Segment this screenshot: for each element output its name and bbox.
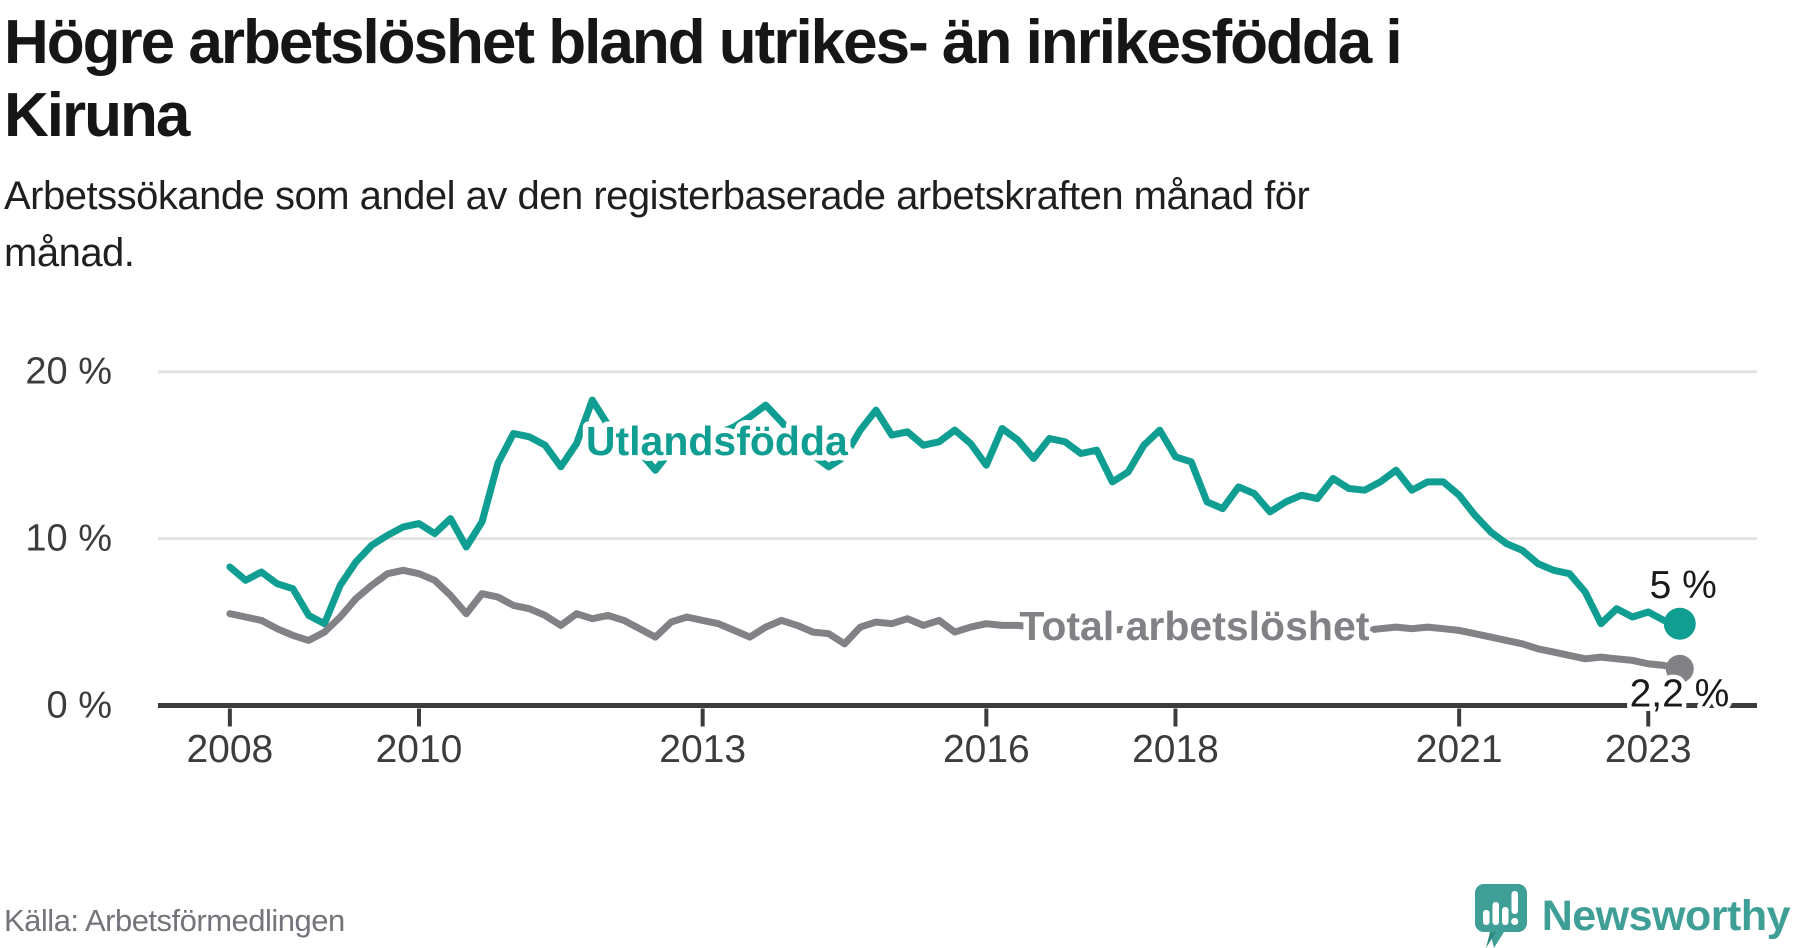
newsworthy-logo-icon	[1474, 884, 1527, 948]
series-line-utlandsfodda	[226, 396, 1684, 628]
series-end-value-label: 5 %	[1650, 564, 1717, 607]
newsworthy-logo-text: Newsworthy	[1541, 892, 1791, 940]
x-axis-label: 2016	[943, 728, 1030, 771]
x-axis-label: 2008	[186, 728, 273, 771]
y-axis-label: 10 %	[25, 518, 112, 560]
x-axis-label: 2021	[1416, 728, 1503, 771]
y-axis-label: 0 %	[47, 685, 112, 727]
x-axis-label: 2013	[659, 728, 746, 771]
x-axis-label: 2010	[376, 728, 463, 771]
page-title-line2: Kiruna	[4, 81, 190, 151]
source-note: Källa: Arbetsförmedlingen	[4, 903, 345, 938]
chart-subtitle: Arbetssökande som andel av den registerb…	[4, 168, 1784, 282]
series-end-value-label: 2,2 %	[1630, 672, 1730, 715]
x-axis-label: 2023	[1605, 728, 1692, 771]
page-title-line1: Högre arbetslöshet bland utrikes- än inr…	[4, 8, 1403, 77]
y-axis-label: 20 %	[25, 351, 112, 393]
series-line-total	[226, 566, 1684, 673]
chart-subtitle-line1: Arbetssökande som andel av den registerb…	[4, 174, 1310, 218]
series-end-dot	[1665, 654, 1694, 683]
series-label-utlandsfodda: Utlandsfödda	[586, 418, 849, 464]
newsworthy-logo: Newsworthy	[1474, 884, 1791, 948]
x-axis-label: 2018	[1132, 728, 1219, 771]
page-title: Högre arbetslöshet bland utrikes- än inr…	[4, 6, 1784, 152]
chart-subtitle-line2: månad.	[4, 231, 135, 276]
series-label-total: Total arbetslöshet	[1019, 603, 1369, 649]
series-end-dot	[1663, 607, 1696, 640]
